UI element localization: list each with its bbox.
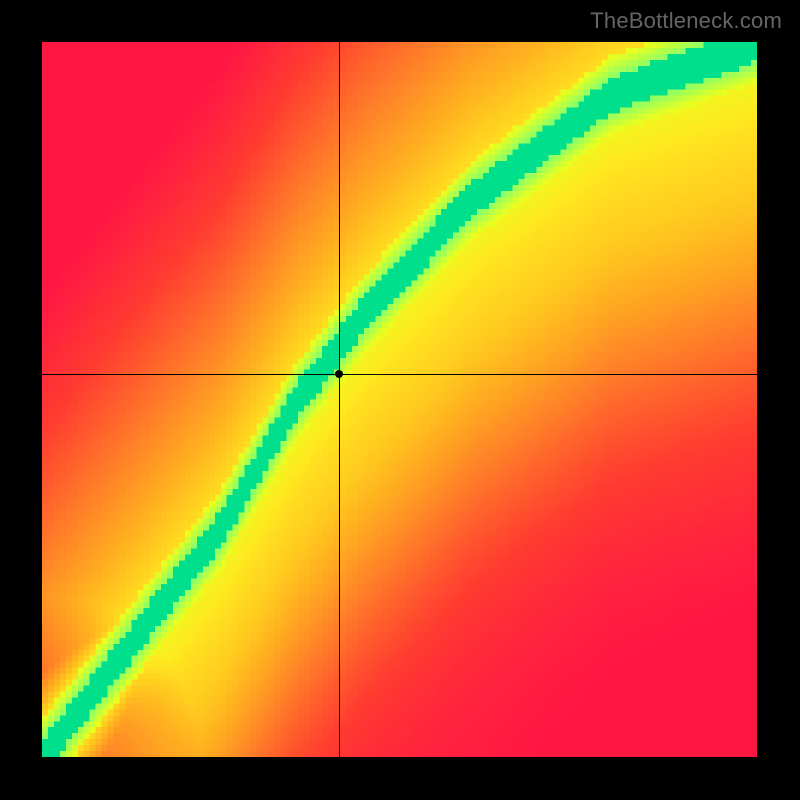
watermark-text: TheBottleneck.com <box>590 8 782 34</box>
crosshair-vertical <box>339 42 340 757</box>
heatmap-canvas <box>42 42 757 757</box>
crosshair-horizontal <box>42 374 757 375</box>
heatmap-plot <box>42 42 757 757</box>
selected-point-marker <box>335 370 343 378</box>
